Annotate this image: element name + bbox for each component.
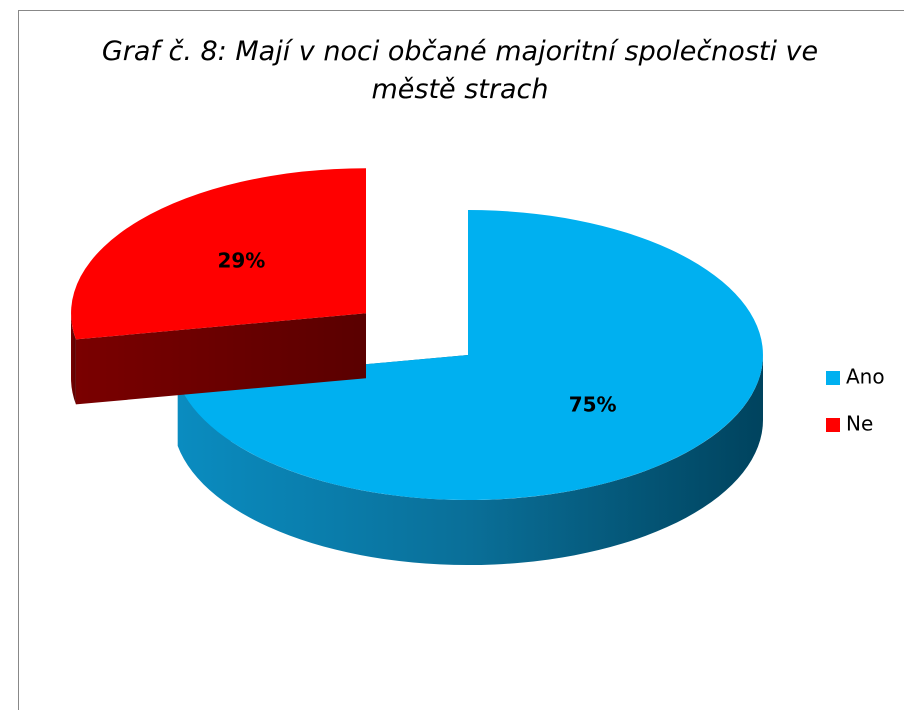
slice-wall: [177, 355, 764, 566]
legend-label: Ano: [846, 365, 885, 389]
chart-title: Graf č. 8: Mají v noci občané majoritní …: [101, 36, 819, 105]
data-label: 29%: [217, 249, 265, 273]
slice-wall: [71, 313, 76, 405]
page: {"chart_data": {"type": "pie", "title": …: [18, 10, 904, 710]
slice: [71, 168, 367, 340]
legend-swatch: [826, 371, 840, 385]
slice-side: [75, 313, 367, 405]
legend-swatch: [826, 418, 840, 432]
chart-frame: [18, 10, 904, 710]
data-label: 75%: [569, 393, 617, 417]
slice: [177, 210, 763, 500]
chart: 75% 29% Ano Ne: [71, 168, 885, 566]
legend-label: Ne: [846, 412, 873, 436]
